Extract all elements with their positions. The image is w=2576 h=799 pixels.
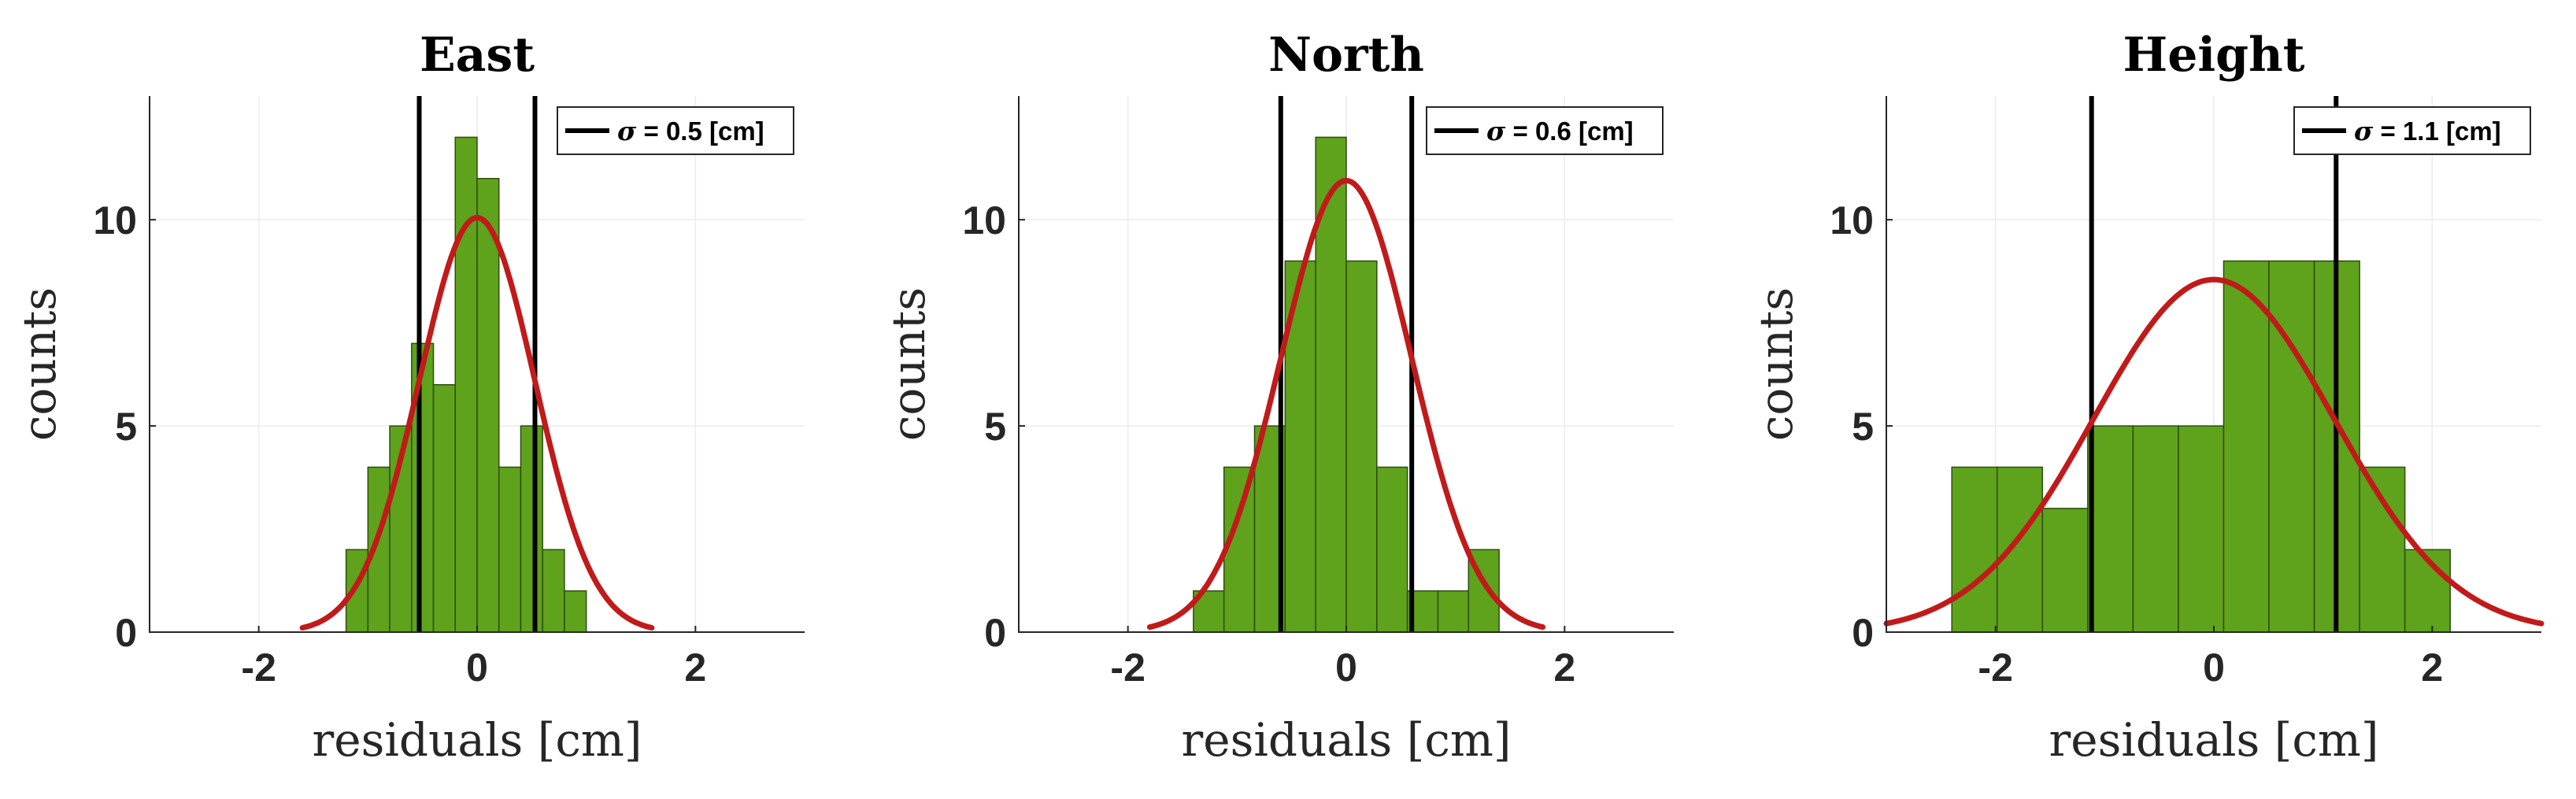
histogram-bar <box>1223 466 1256 633</box>
x-tick-label: -2 <box>1978 645 2012 690</box>
legend-label: σ = 0.6 [cm] <box>1486 116 1634 146</box>
legend-value: = 1.1 [cm] <box>2373 117 2500 146</box>
histogram-bar <box>542 549 565 633</box>
y-tick-label: 5 <box>1852 405 1874 449</box>
histogram-bar <box>2041 508 2089 633</box>
y-tick-label: 5 <box>984 405 1006 449</box>
x-axis-label: residuals [cm] <box>2049 713 2379 767</box>
histogram-bar <box>1437 590 1470 633</box>
histogram-bar <box>411 342 435 633</box>
gaussian-fit-curve <box>1883 276 2545 627</box>
x-tick-label: -2 <box>1110 645 1145 690</box>
histogram-bar <box>1376 466 1408 633</box>
y-tick-label: 0 <box>115 611 137 655</box>
x-tick-label: 2 <box>1553 645 1575 690</box>
legend-label: σ = 1.1 [cm] <box>2354 116 2501 146</box>
legend: σ = 0.5 [cm] <box>557 106 794 155</box>
gaussian-fit-curve <box>1146 177 1546 631</box>
legend-sigma-symbol: σ <box>2354 116 2374 146</box>
chart-title: Height <box>2123 28 2305 83</box>
legend-label: σ = 0.5 [cm] <box>617 116 764 146</box>
histogram-bar <box>564 590 587 633</box>
histogram-bar <box>520 425 543 633</box>
y-tick-label: 5 <box>115 405 137 449</box>
x-tick-label: 0 <box>2203 645 2225 690</box>
histogram-bar <box>2268 260 2315 633</box>
x-tick-label: 0 <box>466 645 488 690</box>
chart-title: East <box>420 28 535 83</box>
histogram-bar <box>2087 425 2134 633</box>
gaussian-fit-curve <box>299 215 655 631</box>
x-tick-label: -2 <box>241 645 276 690</box>
histogram-bar <box>1996 466 2044 633</box>
legend-sigma-symbol: σ <box>1486 116 1506 146</box>
y-axis-label: counts <box>13 287 66 441</box>
y-axis-label: counts <box>882 287 935 441</box>
x-tick-label: 2 <box>684 645 706 690</box>
legend-sigma-symbol: σ <box>617 116 637 146</box>
histogram-bar <box>345 549 369 633</box>
x-axis-label: residuals [cm] <box>1182 713 1512 767</box>
legend: σ = 0.6 [cm] <box>1426 106 1664 155</box>
y-tick-label: 10 <box>1830 198 1874 242</box>
y-axis-label: counts <box>1749 287 1803 441</box>
y-tick-label: 0 <box>1852 611 1874 655</box>
histogram-bar <box>1468 549 1500 633</box>
x-tick-label: 0 <box>1335 645 1357 690</box>
y-tick-label: 10 <box>93 198 137 242</box>
histogram-bar <box>1345 260 1378 633</box>
y-tick-label: 0 <box>984 611 1006 655</box>
legend-value: = 0.6 [cm] <box>1505 117 1633 146</box>
panel-height: -2 0 2 0 5 10 Height residuals [cm] counts σ = 1.… <box>1749 28 2545 767</box>
chart-title: North <box>1268 28 1424 83</box>
histogram-bar <box>476 178 500 633</box>
panel-north: -2 0 2 0 5 10 North residuals [cm] counts σ = 0.6… <box>882 28 1674 767</box>
panel-east: -2 0 2 0 5 10 East residuals [cm] counts σ = 0.5 … <box>13 28 805 767</box>
histogram-bar <box>2132 425 2179 633</box>
histogram-bar <box>2223 260 2270 633</box>
histogram-bar <box>2359 466 2406 633</box>
legend: σ = 1.1 [cm] <box>2293 106 2531 155</box>
histogram-bar <box>498 466 522 633</box>
legend-value: = 0.5 [cm] <box>636 117 764 146</box>
x-tick-label: 2 <box>2421 645 2443 690</box>
histogram-bar <box>454 136 478 633</box>
x-axis-label: residuals [cm] <box>313 713 642 767</box>
y-tick-label: 10 <box>962 198 1006 242</box>
histogram-bar <box>1951 466 1998 633</box>
histogram-bar <box>2178 425 2225 633</box>
histogram-bar <box>432 383 457 633</box>
